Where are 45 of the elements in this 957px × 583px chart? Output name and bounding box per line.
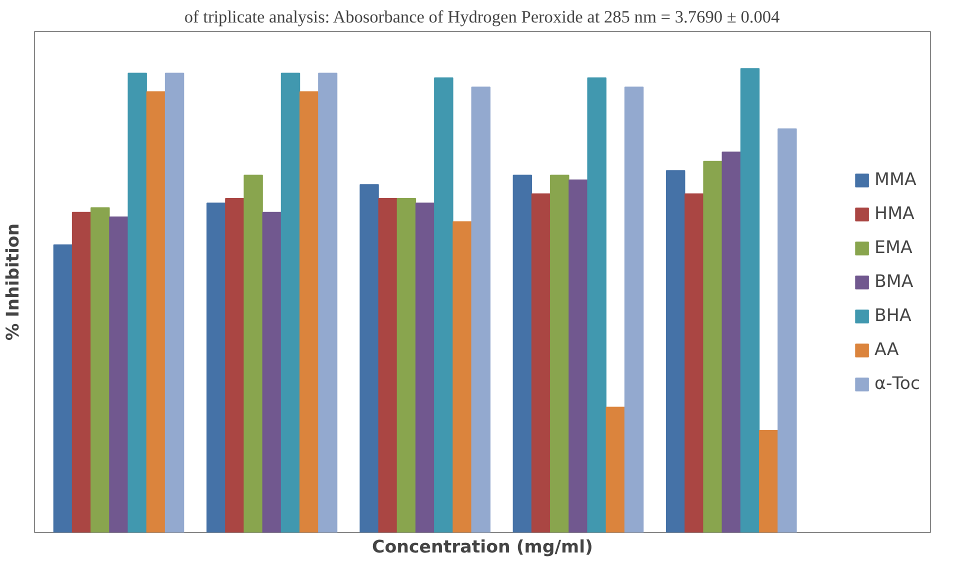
bar [740,68,760,532]
legend-label: MMA [874,170,916,190]
bar [72,212,92,532]
bar [452,221,472,532]
bar [434,77,454,532]
bar [415,202,435,532]
bar [396,198,416,532]
bar [778,128,797,532]
bar [262,212,282,532]
bar [512,174,532,532]
bar [109,216,128,532]
bar [624,86,644,532]
bar [531,193,551,532]
legend-label: BMA [874,272,914,292]
legend-label: HMA [874,204,914,224]
bar [666,170,686,532]
legend-label: AA [874,340,899,360]
bar [722,152,741,532]
bar [606,406,626,532]
bar [568,179,588,532]
legend-label: BHA [874,306,912,326]
bar [206,202,226,532]
bar [53,244,73,532]
bar [684,193,704,532]
bar [550,174,570,532]
bar [90,207,110,532]
bar [280,72,300,532]
bar [225,198,244,532]
y-axis-title: % Inhibition [4,223,24,341]
bar [378,198,398,532]
bar [146,91,166,532]
legend-label: EMA [874,238,912,258]
bar [318,72,338,532]
bar [299,91,319,532]
text: of triplicate analysis: Abosorbance of Hydrogen Peroxide at 285 nm = 3.7690 ± 0.004 [184,8,780,26]
bar [758,430,778,532]
bar [128,72,147,532]
bar [587,77,606,532]
bar [703,160,722,532]
bar [471,86,490,532]
bar [244,174,263,532]
bar [360,184,379,532]
x-axis-title: Concentration (mg/ml) [372,538,593,558]
legend-label: α-Toc [874,374,920,394]
bar [164,72,184,532]
